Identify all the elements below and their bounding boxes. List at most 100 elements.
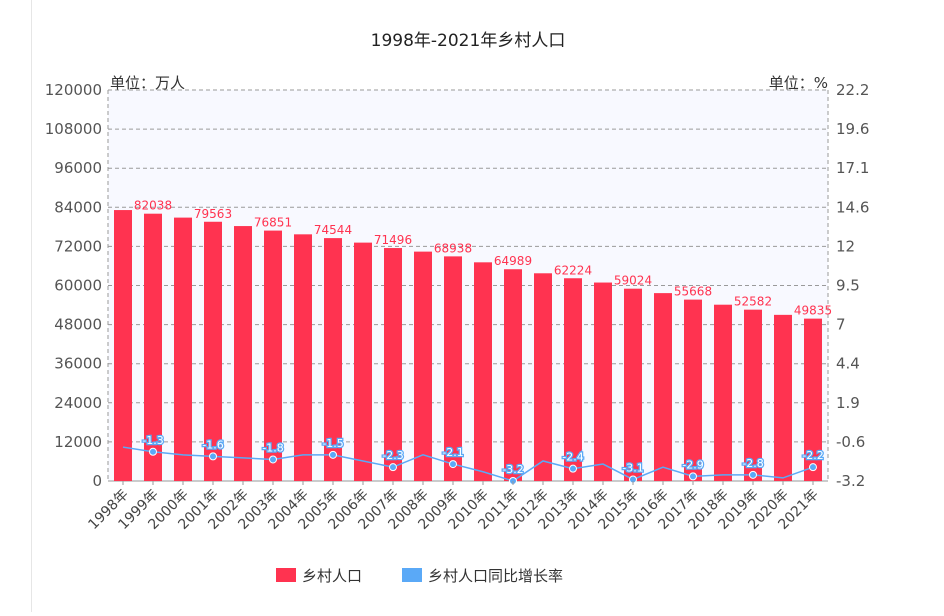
left-tick-label: 108000 [45,120,102,138]
right-tick-label: -0.6 [836,433,865,451]
right-tick-label: 4.4 [836,355,860,373]
left-tick-label: 96000 [54,159,102,177]
bar [264,230,282,481]
legend-label-rural-population[interactable]: 乡村人口 [302,567,362,585]
legend-swatch-growth-rate[interactable] [402,568,422,582]
growth-rate-point [689,472,697,481]
growth-rate-point [269,455,277,464]
right-tick-label: 19.6 [836,120,869,138]
growth-rate-point [809,463,817,472]
growth-rate-line [122,446,814,482]
chart-title: 1998年-2021年乡村人口 [371,31,566,51]
bar [234,226,252,481]
line-series [122,446,817,485]
bar [534,273,552,481]
left-tick-label: 24000 [54,394,102,412]
bar [354,242,372,481]
bar [654,293,672,481]
legend: 乡村人口 乡村人口同比增长率 [276,567,563,585]
left-unit-label: 单位：万人 [110,74,185,92]
line-data-label: -2.4 [562,451,583,464]
growth-rate-point [209,452,217,461]
line-data-label: -2.2 [802,449,823,462]
line-data-label: -1.6 [202,438,223,451]
bar [144,213,162,481]
bar-data-label: 55668 [674,285,712,299]
left-tick-label: 120000 [45,81,102,99]
grid-lines [107,89,829,482]
growth-rate-point [449,460,457,469]
line-data-label: -2.3 [382,449,403,462]
x-axis-ticks: 1998年1999年2000年2001年2002年2003年2004年2005年… [85,481,822,533]
bar-data-label: 59024 [614,274,652,288]
bar-series [114,210,822,482]
bar-data-label: 74544 [314,223,352,237]
bar [624,288,642,481]
line-data-label: -3.1 [622,461,643,474]
growth-rate-point [329,450,337,459]
bar-data-label: 52582 [734,295,772,309]
legend-swatch-rural-population[interactable] [276,568,296,582]
left-axis-ticks: 0 12000 24000 36000 48000 60000 72000 84000 9600… [45,81,102,490]
right-tick-label: -3.2 [836,472,865,490]
bar-data-label: 71496 [374,233,412,247]
right-tick-label: 1.9 [836,394,860,412]
right-tick-label: 22.2 [836,81,869,99]
bar [594,282,612,481]
bar [294,234,312,481]
line-data-label: -2.8 [742,457,763,470]
growth-rate-point [569,464,577,473]
bar [804,318,822,481]
bar [774,314,792,481]
right-unit-label: 单位：% [769,74,828,92]
right-tick-label: 14.6 [836,198,869,216]
left-tick-label: 72000 [54,237,102,255]
left-tick-label: 0 [92,472,102,490]
bar-data-label: 62224 [554,263,592,277]
line-data-label: -1.5 [322,437,343,450]
right-tick-label: 9.5 [836,277,860,295]
line-data-label: -1.3 [142,434,163,447]
left-tick-label: 60000 [54,277,102,295]
bar [744,309,762,481]
right-tick-label: 12 [836,237,855,255]
left-tick-label: 84000 [54,198,102,216]
bar-data-label: 82038 [134,199,172,213]
bar [714,304,732,481]
panel-border [31,0,32,612]
line-data-label: -3.2 [502,463,523,476]
bar [324,238,342,481]
bar-data-label: 76851 [254,216,292,230]
bar-data-label: 64989 [494,254,532,268]
growth-rate-point [149,447,157,456]
bar [114,210,132,481]
bar-data-label: 79563 [194,207,232,221]
bar [564,278,582,481]
bar-data-labels: 82038 79563 76851 74544 71496 68938 64989 62224… [134,199,832,318]
line-data-labels: -1.3 -1.6 -1.8 -1.5 -2.3 -2.1 -3.2 -2.4 -3.1 -2.9… [141,433,825,478]
right-tick-label: 17.1 [836,159,869,177]
bar [204,221,222,482]
bar [384,248,402,481]
left-tick-label: 12000 [54,433,102,451]
line-data-label: -2.9 [682,458,703,471]
line-data-label: -2.1 [442,446,463,459]
line-data-label: -1.8 [262,441,283,454]
bar [474,262,492,481]
right-axis-ticks: -3.2 -0.6 1.9 4.4 7 9.5 12 14.6 17.1 19.6 22.2 [836,81,869,490]
bar [504,269,522,481]
bar-data-label: 68938 [434,241,472,255]
growth-rate-point [389,463,397,472]
bar [684,299,702,481]
legend-label-growth-rate[interactable]: 乡村人口同比增长率 [428,567,563,585]
left-tick-label: 48000 [54,316,102,334]
bar [444,256,462,481]
bar-data-label: 49835 [794,304,832,318]
bar [414,251,432,481]
left-tick-label: 36000 [54,355,102,373]
bar [174,217,192,481]
right-tick-label: 7 [836,316,846,334]
growth-rate-point [749,470,757,479]
